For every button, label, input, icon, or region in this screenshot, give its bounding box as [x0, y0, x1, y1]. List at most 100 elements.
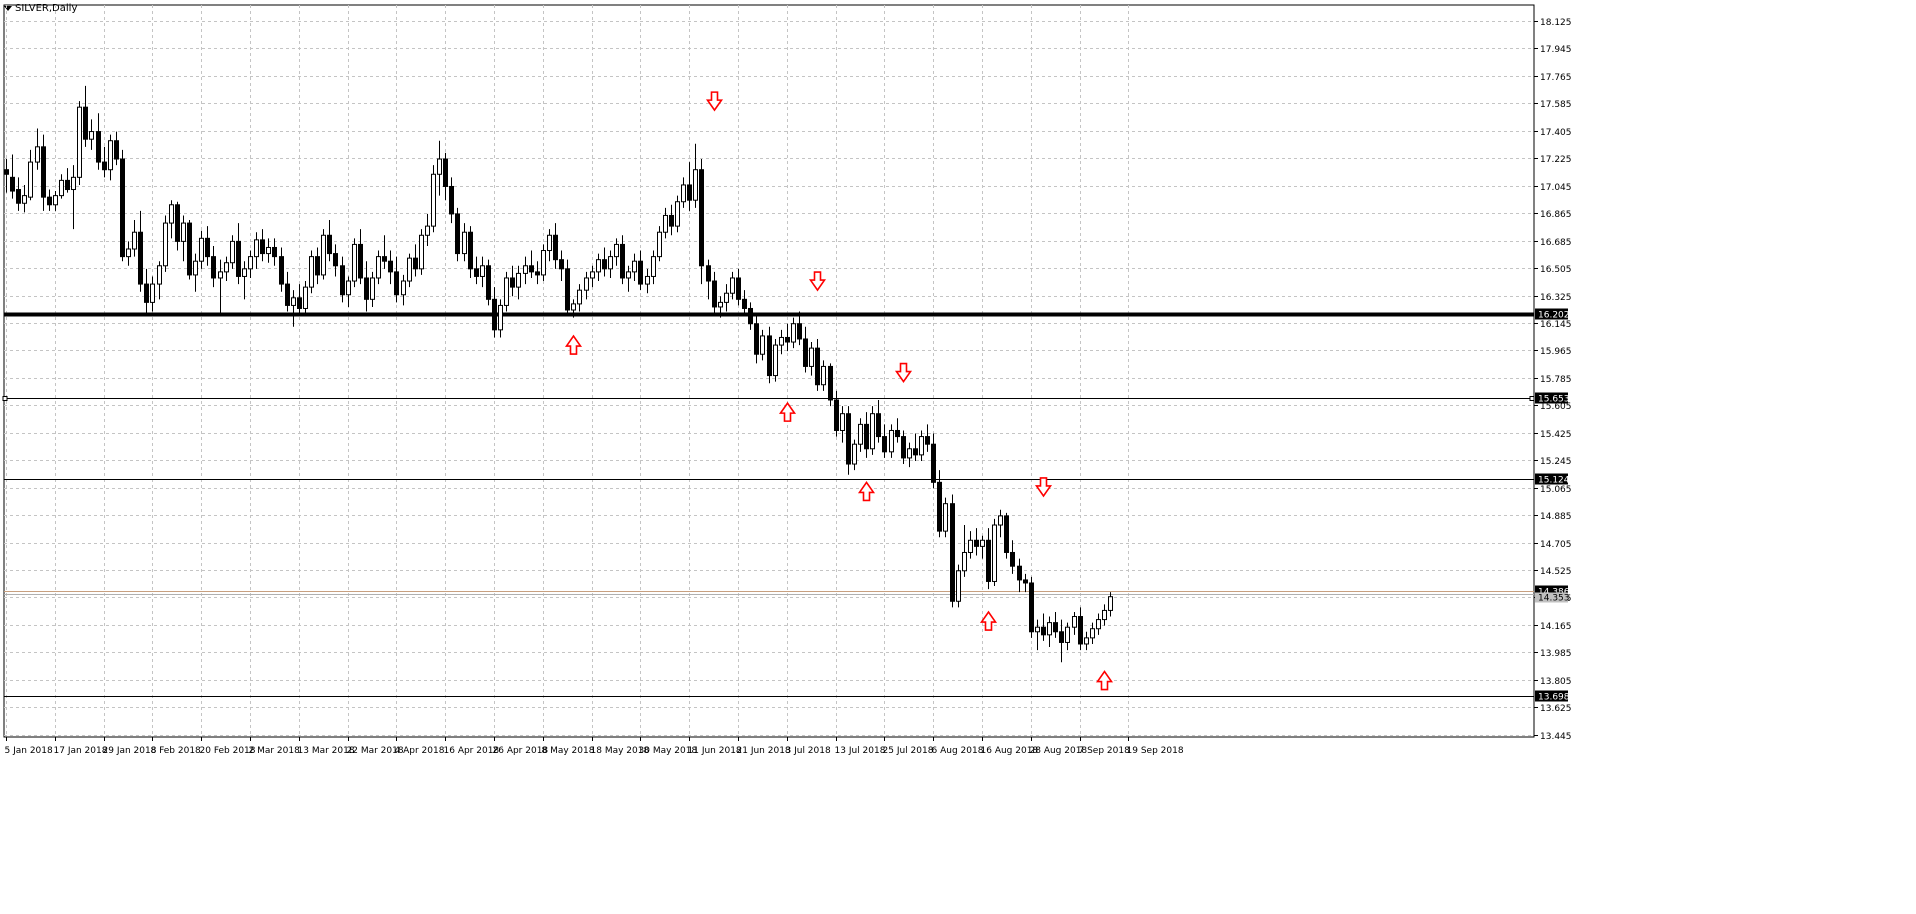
- candle: [163, 215, 168, 272]
- candle-body-up: [956, 570, 961, 602]
- candle: [724, 284, 729, 312]
- candle-body-up: [71, 176, 76, 191]
- candle-body-up: [150, 283, 155, 303]
- candle-body-up: [675, 201, 680, 227]
- price-label-bg: [1535, 690, 1568, 702]
- candle-body-down: [47, 196, 52, 206]
- x-tick-label: 16 Apr 2018: [444, 746, 500, 756]
- candle-body-up: [516, 272, 521, 288]
- candle: [224, 256, 229, 282]
- candle-body-down: [748, 307, 753, 325]
- candle-body-down: [279, 256, 284, 285]
- symbol-label[interactable]: SILVER,Daily: [4, 3, 77, 14]
- candle-body-down: [474, 268, 479, 277]
- candle: [919, 430, 924, 461]
- candle-body-down: [529, 265, 534, 273]
- ask-label-bg: [1535, 592, 1568, 603]
- candle-body-down: [10, 176, 15, 192]
- candle: [675, 195, 680, 233]
- candle: [974, 528, 979, 556]
- candle-body-up: [303, 286, 308, 309]
- candle: [382, 235, 387, 269]
- candle-body-up: [53, 195, 58, 206]
- candle: [486, 259, 491, 306]
- candle-body-down: [236, 240, 241, 277]
- candle-body-up: [248, 256, 253, 270]
- candle: [443, 152, 448, 201]
- candle: [425, 213, 430, 246]
- candle-body-up: [596, 259, 601, 273]
- candle: [248, 250, 253, 278]
- candle-body-down: [468, 231, 473, 270]
- candle: [1090, 622, 1095, 644]
- candle: [620, 235, 625, 285]
- candle: [260, 229, 265, 262]
- candle-body-up: [181, 222, 186, 242]
- candle: [1017, 558, 1022, 593]
- candle: [175, 201, 180, 251]
- y-tick-label: 15.425: [1540, 430, 1572, 440]
- candle: [279, 247, 284, 292]
- candle: [913, 433, 918, 461]
- candle-body-up: [77, 106, 82, 178]
- candle: [1029, 576, 1034, 638]
- candle-body-down: [602, 259, 607, 270]
- candle: [205, 226, 210, 266]
- candle: [309, 250, 314, 294]
- candle-body-up: [919, 436, 924, 456]
- candle: [340, 256, 345, 303]
- y-tick-label: 17.405: [1540, 128, 1572, 138]
- candle: [114, 131, 119, 166]
- candle: [449, 177, 454, 224]
- candle: [352, 238, 357, 288]
- candle: [394, 256, 399, 303]
- candle: [553, 223, 558, 269]
- candle: [419, 229, 424, 275]
- candle-body-down: [895, 429, 900, 438]
- candle-body-up: [1108, 596, 1113, 611]
- arrow-up-icon: [778, 401, 797, 422]
- candle: [327, 220, 332, 262]
- candle-body-up: [401, 280, 406, 296]
- candle-body-up: [437, 158, 442, 175]
- candle: [218, 259, 223, 315]
- candle-body-down: [333, 253, 338, 267]
- candle-body-down: [803, 338, 808, 367]
- candle-body-up: [590, 271, 595, 279]
- candle: [333, 244, 338, 277]
- candle-body-up: [157, 265, 162, 285]
- candle-body-down: [687, 184, 692, 201]
- y-tick-label: 16.505: [1540, 265, 1572, 275]
- candle-body-up: [681, 184, 686, 203]
- candle: [584, 271, 589, 300]
- candle: [962, 525, 967, 577]
- candle-body-down: [388, 260, 393, 273]
- candle: [1023, 573, 1028, 593]
- x-tick-label: 2 Mar 2018: [249, 746, 301, 756]
- candle-body-down: [1053, 622, 1058, 633]
- candle: [132, 220, 137, 257]
- x-tick-label: 30 May 2018: [639, 746, 698, 756]
- candle: [144, 268, 149, 315]
- candle: [516, 265, 521, 300]
- candle-body-up: [370, 277, 375, 300]
- candle: [767, 326, 772, 384]
- candle: [547, 229, 552, 262]
- candle: [1096, 613, 1101, 635]
- candle-body-down: [1041, 626, 1046, 636]
- candle: [529, 250, 534, 278]
- candle-body-up: [962, 551, 967, 572]
- candle-body-down: [864, 423, 869, 450]
- candle: [956, 564, 961, 608]
- candle-body-up: [193, 260, 198, 276]
- candle-body-up: [407, 257, 412, 282]
- candle-body-down: [297, 297, 302, 309]
- candle: [498, 299, 503, 338]
- candle-body-down: [83, 106, 88, 140]
- candle-body-up: [504, 277, 509, 306]
- candle-body-up: [108, 140, 113, 171]
- candle-body-down: [950, 503, 955, 602]
- candle-body-up: [230, 240, 235, 264]
